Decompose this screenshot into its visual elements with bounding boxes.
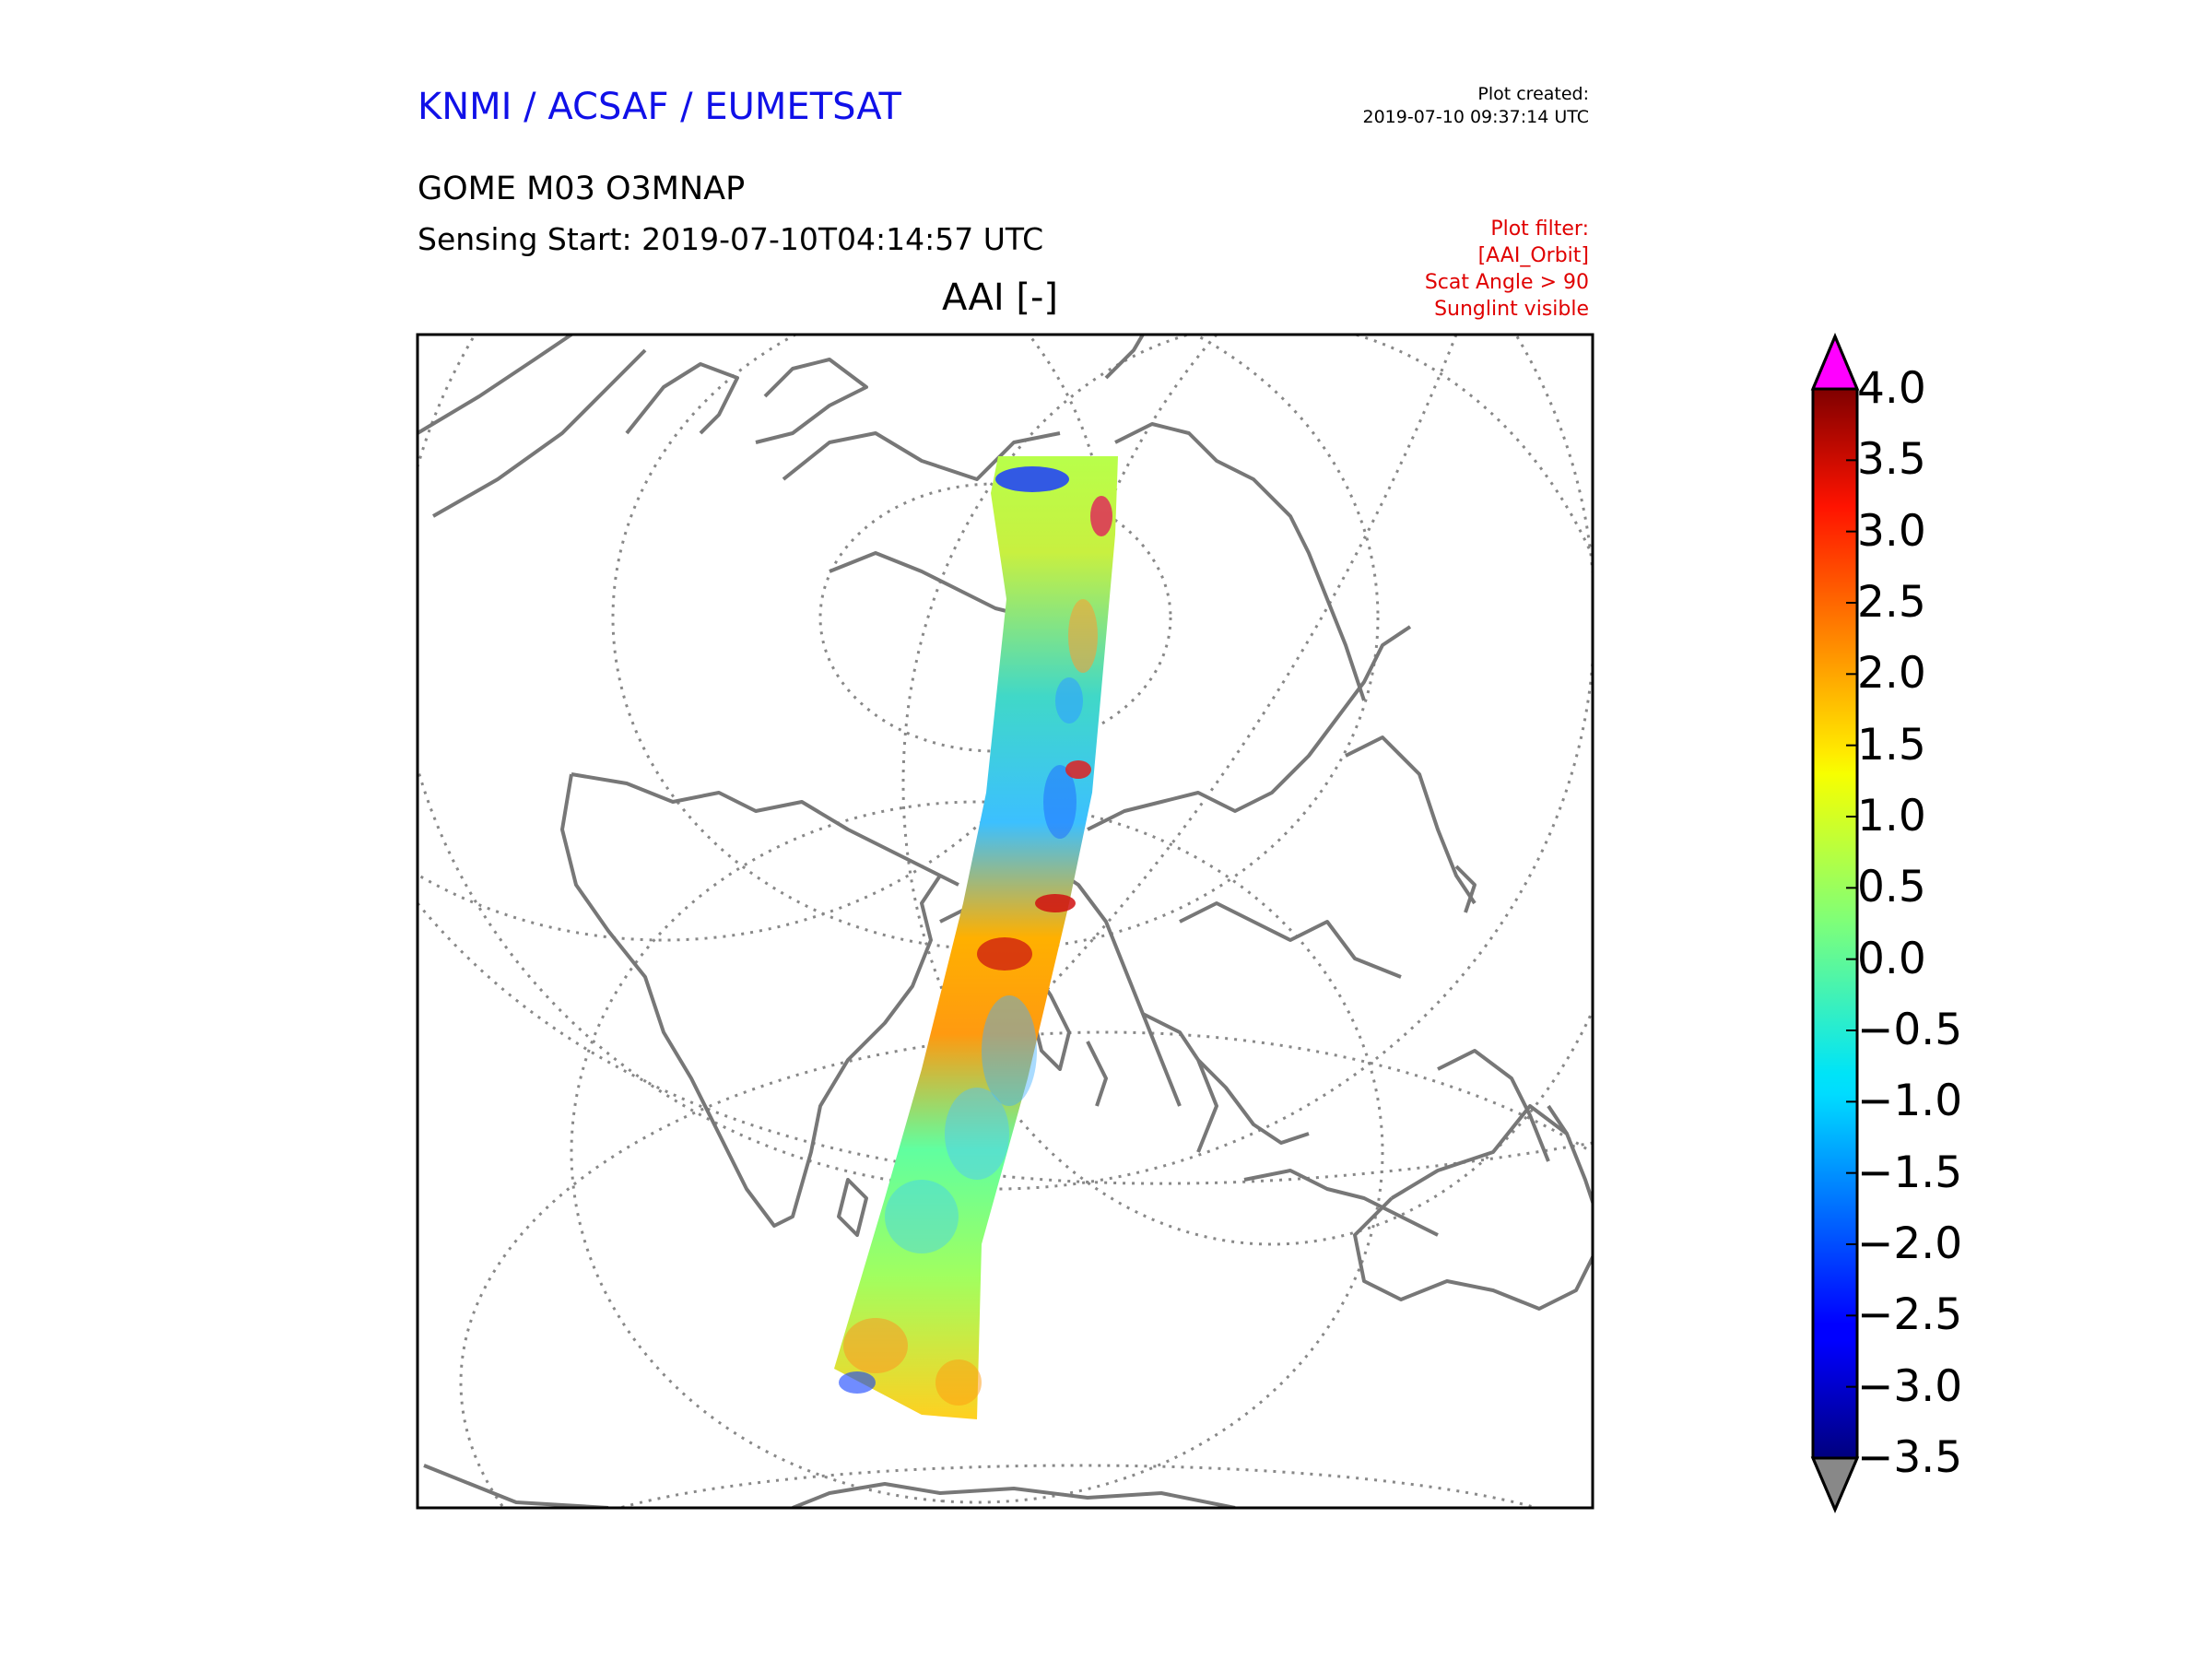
map-frame <box>416 333 1594 1510</box>
colorbar-tick-label: 3.5 <box>1857 434 1926 486</box>
colorbar-tick-label: 1.5 <box>1857 719 1926 771</box>
colorbar-under-triangle <box>1810 1456 1860 1513</box>
plot-filter-line: [AAI_Orbit] <box>1477 244 1589 267</box>
plot-filter-line: Sunglint visible <box>1434 298 1589 321</box>
plot-filter: Plot filter: [AAI_Orbit] Scat Angle > 90… <box>1425 216 1589 323</box>
aai-swath <box>834 456 1118 1419</box>
colorbar-tick-marks <box>1846 388 1857 1459</box>
sensing-start: Sensing Start: 2019-07-10T04:14:57 UTC <box>418 221 1044 257</box>
swath-hotspots <box>839 466 1112 1406</box>
colorbar-tick-label: −2.5 <box>1857 1289 1963 1341</box>
colorbar-tick-label: −3.0 <box>1857 1360 1963 1412</box>
colorbar <box>1810 333 1860 1513</box>
colorbar-tick-label: −2.0 <box>1857 1218 1963 1269</box>
colorbar-tick-label: 0.0 <box>1857 933 1926 984</box>
plot-created-label: Plot created: <box>1477 84 1589 104</box>
plot-filter-title: Plot filter: <box>1490 218 1589 241</box>
variable-title: AAI [-] <box>942 276 1058 319</box>
product-name: GOME M03 O3MNAP <box>418 171 746 207</box>
colorbar-tick-label: 1.0 <box>1857 791 1926 841</box>
colorbar-over-triangle <box>1810 333 1860 391</box>
plot-created-time: 2019-07-10 09:37:14 UTC <box>1362 107 1590 127</box>
organization-title: KNMI / ACSAF / EUMETSAT <box>418 86 901 128</box>
colorbar-tick-label: −1.5 <box>1857 1147 1963 1198</box>
colorbar-tick-label: −3.5 <box>1857 1432 1963 1483</box>
map-area <box>418 335 1593 1508</box>
colorbar-tick-label: −1.0 <box>1857 1076 1963 1127</box>
colorbar-gradient <box>1813 389 1857 1458</box>
plot-filter-line: Scat Angle > 90 <box>1424 271 1589 294</box>
colorbar-tick-label: 0.5 <box>1857 862 1926 913</box>
colorbar-tick-label: 2.0 <box>1857 648 1926 700</box>
colorbar-tick-label: 4.0 <box>1857 363 1926 414</box>
colorbar-tick-label: 3.0 <box>1857 505 1926 557</box>
plot-created-info: Plot created: 2019-07-10 09:37:14 UTC <box>1363 83 1590 129</box>
colorbar-tick-label: −0.5 <box>1857 1005 1963 1055</box>
colorbar-tick-label: 2.5 <box>1857 577 1926 628</box>
